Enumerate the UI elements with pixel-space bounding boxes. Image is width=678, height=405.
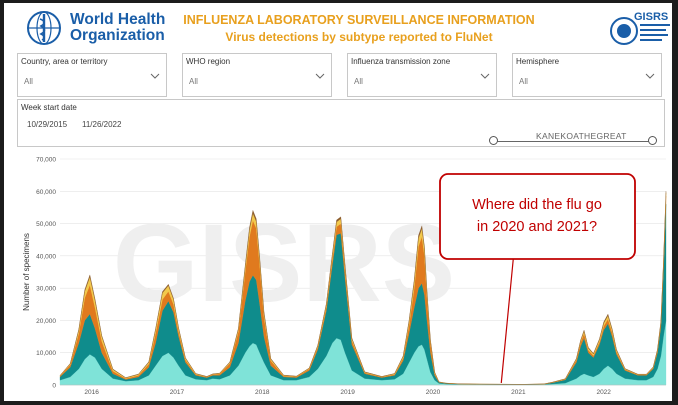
y-tick-label: 60,000	[36, 189, 56, 196]
who-emblem-icon	[27, 11, 61, 45]
y-tick-label: 10,000	[36, 350, 56, 357]
chevron-down-icon	[315, 73, 325, 79]
hemisphere-filter[interactable]: Hemisphere All	[512, 53, 662, 97]
flu-detections-chart: GISRS 010,00020,00030,00040,00050,00060,…	[22, 157, 667, 396]
who-region-filter[interactable]: WHO region All	[182, 53, 332, 97]
page-title: INFLUENZA LABORATORY SURVEILLANCE INFORM…	[183, 13, 535, 27]
chevron-down-icon	[645, 73, 655, 79]
y-tick-label: 20,000	[36, 318, 56, 325]
x-tick-label: 2017	[170, 389, 185, 396]
x-axis: 2016 2017 2018 2019 2020 2021 2022	[60, 384, 666, 396]
y-tick-label: 70,000	[36, 157, 56, 164]
date-range-slider[interactable]	[493, 141, 653, 142]
x-tick-label: 2022	[596, 389, 611, 396]
org-name: World Health Organization	[70, 11, 166, 44]
callout-text-line1: Where did the flu go	[472, 197, 602, 213]
x-tick-label: 2018	[255, 389, 270, 396]
dashboard-panel: World Health Organization INFLUENZA LABO…	[4, 3, 672, 401]
y-tick-label: 0	[52, 383, 56, 390]
country-filter[interactable]: Country, area or territory All	[17, 53, 167, 97]
chevron-down-icon	[480, 73, 490, 79]
end-date-input[interactable]: 11/26/2022	[82, 120, 122, 129]
svg-text:GISRS: GISRS	[634, 11, 668, 23]
slider-start-handle[interactable]	[489, 136, 498, 145]
week-start-filter: Week start date 10/29/2015 11/26/2022 KA…	[17, 99, 665, 147]
y-axis-label: Number of specimens	[22, 233, 31, 311]
y-tick-label: 50,000	[36, 221, 56, 228]
chevron-down-icon	[150, 73, 160, 79]
series-area	[59, 191, 667, 385]
slider-end-handle[interactable]	[648, 136, 657, 145]
callout-box	[439, 173, 636, 260]
callout-annotation: Where did the flu go in 2020 and 2021?	[439, 173, 636, 384]
x-tick-label: 2021	[511, 389, 526, 396]
x-tick-label: 2019	[340, 389, 355, 396]
start-date-input[interactable]: 10/29/2015	[27, 120, 68, 129]
callout-pointer	[500, 258, 514, 384]
x-tick-label: 2016	[84, 389, 99, 396]
x-tick-label: 2020	[426, 389, 441, 396]
y-tick-label: 40,000	[36, 253, 56, 260]
watermark-text: KANEKOATHEGREAT	[536, 131, 627, 141]
page-subtitle: Virus detections by subtype reported to …	[225, 30, 493, 44]
callout-text-line2: in 2020 and 2021?	[477, 219, 597, 235]
gisrs-globe-icon: GISRS	[610, 11, 670, 45]
y-axis: 0 10,000 20,000 30,000 40,000 50,000 60,000 70,…	[36, 157, 56, 390]
transmission-zone-filter[interactable]: Influenza transmission zone All	[347, 53, 497, 97]
y-tick-label: 30,000	[36, 286, 56, 293]
